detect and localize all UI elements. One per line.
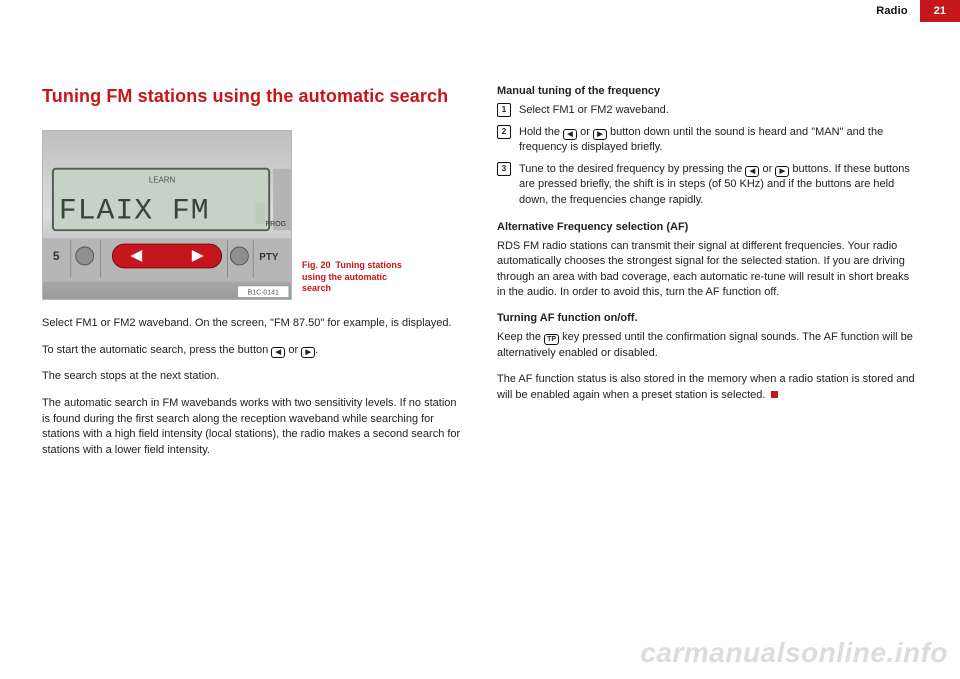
radio-figure: LEARN FLAIX FM PROG 5 bbox=[42, 130, 292, 301]
left-arrow-icon bbox=[745, 166, 759, 177]
left-arrow-icon bbox=[563, 129, 577, 140]
end-paragraph: The AF function status is also stored in… bbox=[497, 372, 918, 403]
step-1-text: Select FM1 or FM2 waveband. bbox=[519, 104, 669, 116]
figure-tag: B1C-0141 bbox=[248, 289, 279, 296]
tp-button-icon: TP bbox=[544, 334, 559, 345]
header-page-number: 21 bbox=[920, 0, 960, 22]
left-p3: The search stops at the next station. bbox=[42, 369, 463, 385]
figure-row: LEARN FLAIX FM PROG 5 bbox=[42, 130, 463, 301]
tp-a: Keep the bbox=[497, 331, 544, 343]
af-heading: Alternative Frequency selection (AF) bbox=[497, 221, 918, 233]
left-p2-b: or bbox=[285, 344, 301, 356]
step-num-1: 1 bbox=[497, 103, 511, 117]
af-paragraph: RDS FM radio stations can transmit their… bbox=[497, 239, 918, 301]
prog-label: PROG bbox=[266, 221, 286, 228]
lcd-main-text: FLAIX FM bbox=[59, 193, 210, 227]
btn-5: 5 bbox=[53, 248, 60, 262]
end-text: The AF function status is also stored in… bbox=[497, 373, 915, 401]
step-2-b: or bbox=[577, 126, 593, 138]
step-2-a: Hold the bbox=[519, 126, 563, 138]
end-marker-icon bbox=[771, 391, 778, 398]
left-p1: Select FM1 or FM2 waveband. On the scree… bbox=[42, 316, 463, 332]
left-p2-a: To start the automatic search, press the… bbox=[42, 344, 271, 356]
left-p4: The automatic search in FM wavebands wor… bbox=[42, 396, 463, 458]
tp-b: key pressed until the confirmation signa… bbox=[497, 331, 913, 359]
step-2: 2 Hold the or button down until the soun… bbox=[497, 125, 918, 156]
content-columns: Tuning FM stations using the automatic s… bbox=[42, 85, 918, 469]
right-arrow-icon bbox=[593, 129, 607, 140]
watermark: carmanualsonline.info bbox=[640, 637, 948, 669]
step-3-a: Tune to the desired frequency by pressin… bbox=[519, 163, 745, 175]
step-1: 1 Select FM1 or FM2 waveband. bbox=[497, 103, 918, 119]
right-arrow-icon bbox=[301, 347, 315, 358]
step-3: 3 Tune to the desired frequency by press… bbox=[497, 162, 918, 209]
section-title: Tuning FM stations using the automatic s… bbox=[42, 85, 463, 108]
page-header: Radio 21 bbox=[864, 0, 960, 22]
manual-steps-list: 1 Select FM1 or FM2 waveband. 2 Hold the… bbox=[497, 103, 918, 209]
right-column: Manual tuning of the frequency 1 Select … bbox=[497, 85, 918, 469]
left-p2-c: . bbox=[315, 344, 318, 356]
tp-paragraph: Keep the TP key pressed until the confir… bbox=[497, 330, 918, 361]
figure-caption: Fig. 20 Tuning stations using the automa… bbox=[302, 260, 402, 300]
figure-caption-label: Fig. 20 bbox=[302, 260, 331, 270]
left-p2: To start the automatic search, press the… bbox=[42, 343, 463, 359]
manual-tuning-heading: Manual tuning of the frequency bbox=[497, 85, 918, 97]
step-3-b: or bbox=[759, 163, 775, 175]
pty-label: PTY bbox=[259, 251, 279, 262]
left-arrow-icon bbox=[271, 347, 285, 358]
right-arrow-icon bbox=[775, 166, 789, 177]
step-num-2: 2 bbox=[497, 125, 511, 139]
header-section-label: Radio bbox=[864, 0, 920, 22]
page: Radio 21 Tuning FM stations using the au… bbox=[0, 0, 960, 679]
radio-illustration: LEARN FLAIX FM PROG 5 bbox=[43, 131, 291, 300]
lcd-top-label: LEARN bbox=[149, 175, 176, 184]
step-num-3: 3 bbox=[497, 162, 511, 176]
af-onoff-heading: Turning AF function on/off. bbox=[497, 312, 918, 324]
left-column: Tuning FM stations using the automatic s… bbox=[42, 85, 463, 469]
